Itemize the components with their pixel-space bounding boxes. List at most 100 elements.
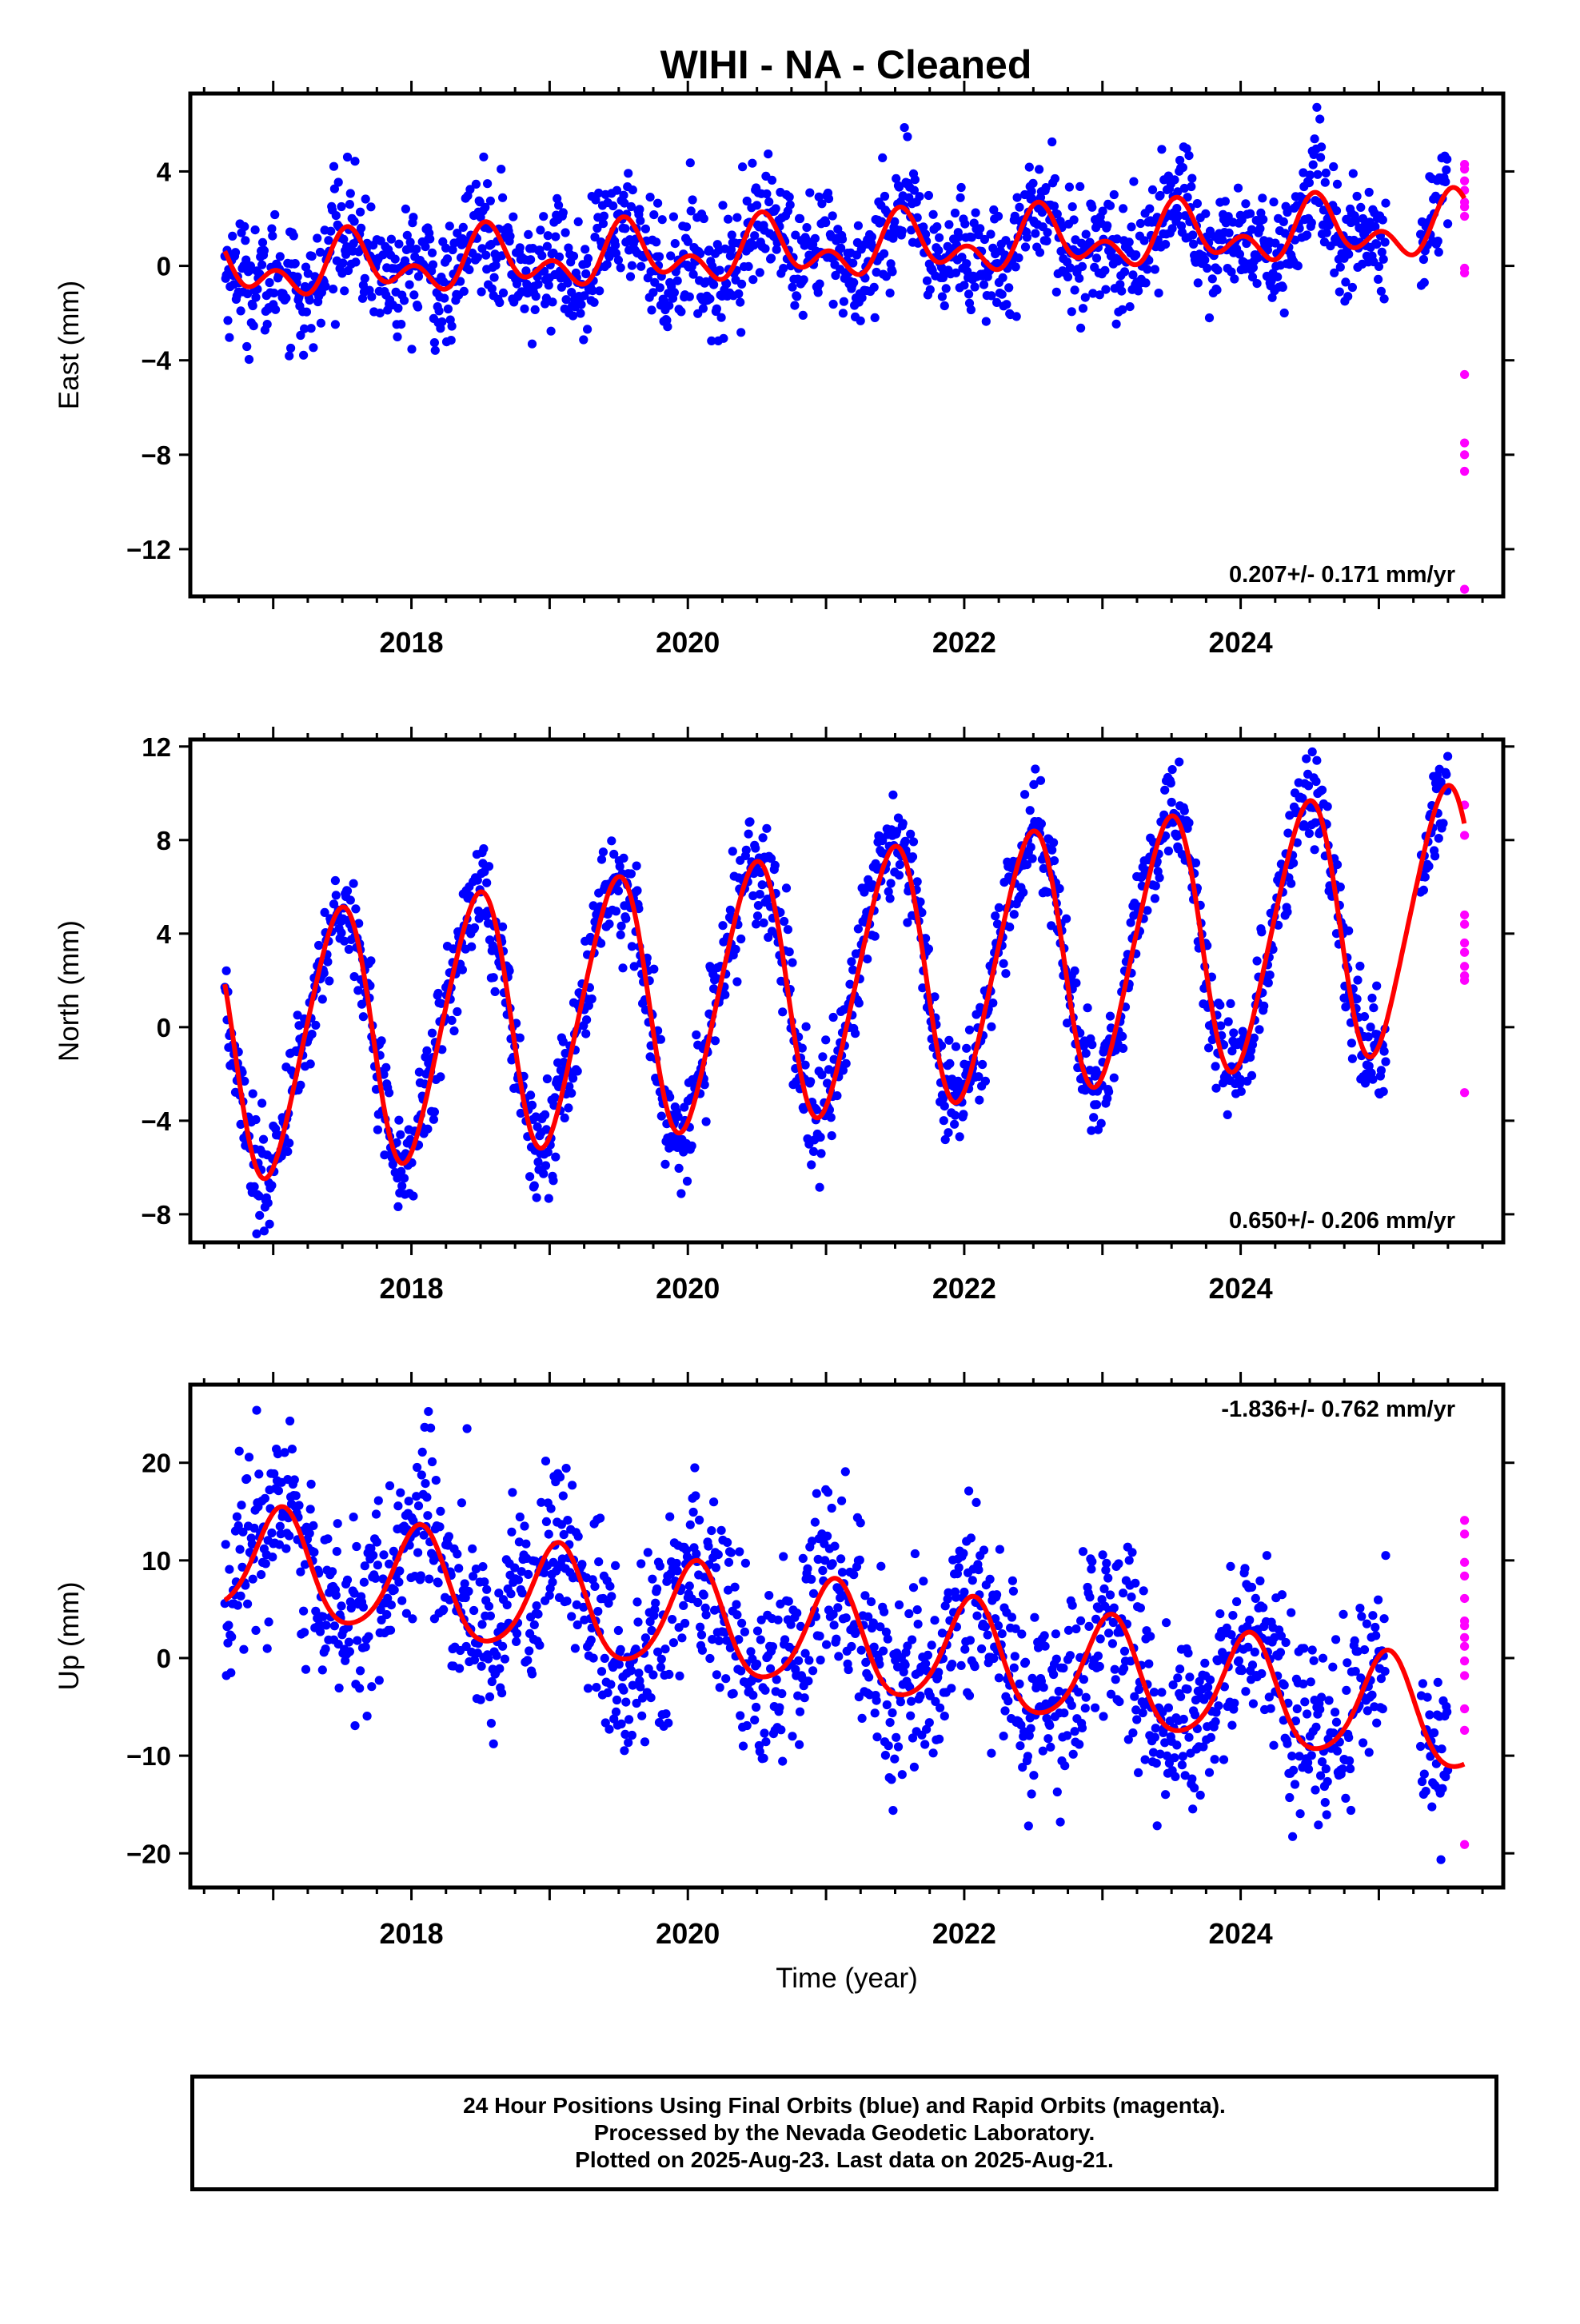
final-orbit-point [1193,199,1202,208]
final-orbit-point [1026,806,1035,815]
final-orbit-point [702,1610,711,1619]
final-orbit-point [863,955,872,963]
final-orbit-point [242,342,251,351]
final-orbit-point [331,320,340,329]
final-orbit-point [1155,289,1163,297]
final-orbit-point [849,278,858,287]
final-orbit-point [1247,1071,1256,1080]
final-orbit-point [498,1642,507,1651]
final-orbit-point [1349,169,1358,178]
rapid-orbit-point [1460,269,1469,277]
final-orbit-point [959,1549,968,1558]
final-orbit-point [779,1552,788,1561]
final-orbit-point [349,879,358,888]
final-orbit-point [632,1597,641,1606]
final-orbit-point [520,1521,529,1530]
y-tick-label: 0 [157,1013,171,1042]
final-orbit-point [692,1030,700,1039]
final-orbit-point [729,1689,738,1698]
final-orbit-point [1178,1760,1187,1769]
final-orbit-point [373,1561,382,1569]
final-orbit-point [1225,229,1234,237]
final-orbit-point [999,959,1008,968]
final-orbit-point [377,1036,386,1045]
final-orbit-point [528,1101,537,1110]
final-orbit-point [800,1693,809,1702]
final-orbit-point [821,218,830,227]
final-orbit-point [682,222,691,231]
final-orbit-point [351,257,360,266]
final-orbit-point [1289,1766,1298,1775]
final-orbit-point [487,1719,496,1728]
plot-area [221,82,1470,594]
final-orbit-point [445,221,454,230]
final-orbit-point [1269,197,1278,206]
final-orbit-point [870,1643,879,1652]
final-orbit-point [868,233,876,241]
final-orbit-point [249,1090,257,1098]
final-orbit-point [1421,873,1430,882]
final-orbit-point [652,237,660,246]
final-orbit-point [391,255,400,264]
final-orbit-point [818,1566,827,1575]
final-orbit-point [984,1631,992,1640]
final-orbit-point [1336,263,1345,272]
final-orbit-point [505,232,514,241]
final-orbit-point [1299,1680,1307,1688]
final-orbit-point [1087,1557,1096,1566]
final-orbit-point [254,1469,263,1478]
final-orbit-point [1430,851,1439,860]
final-orbit-point [1235,1656,1243,1665]
final-orbit-point [1043,1734,1052,1743]
final-orbit-point [373,1126,382,1134]
final-orbit-point [1344,1733,1353,1742]
final-orbit-point [1089,1113,1098,1122]
final-orbit-point [1443,219,1452,228]
final-orbit-point [326,227,335,236]
final-orbit-point [802,223,811,232]
final-orbit-point [711,1036,720,1045]
final-orbit-point [675,1672,684,1680]
final-orbit-point [669,1638,678,1647]
final-orbit-point [285,1138,293,1147]
final-orbit-point [259,1135,268,1144]
final-orbit-point [972,1498,980,1507]
final-orbit-point [1438,819,1447,827]
final-orbit-point [665,1513,674,1521]
final-orbit-point [545,1530,553,1539]
final-orbit-point [816,1632,824,1640]
final-orbit-point [911,1549,920,1558]
final-orbit-point [1289,859,1298,867]
final-orbit-point [532,292,541,301]
final-orbit-point [1237,1087,1246,1096]
final-orbit-point [856,1556,864,1565]
final-orbit-point [716,266,724,275]
final-orbit-point [980,281,988,289]
final-orbit-point [908,852,917,861]
final-orbit-point [514,1576,523,1585]
final-orbit-point [286,344,295,353]
final-orbit-point [221,1540,230,1549]
y-tick-label: −8 [141,440,171,470]
final-orbit-point [1283,907,1291,916]
final-orbit-point [551,233,560,241]
final-orbit-point [1039,1747,1047,1756]
final-orbit-point [352,1542,361,1551]
final-orbit-point [531,305,540,314]
final-orbit-point [1367,1691,1376,1700]
final-orbit-point [899,819,908,827]
final-orbit-point [1333,1747,1342,1756]
final-orbit-point [1368,1611,1377,1620]
final-orbit-point [1226,1562,1235,1571]
final-orbit-point [790,301,799,310]
final-orbit-point [829,1013,838,1022]
final-orbit-point [1027,843,1035,851]
final-orbit-point [387,1600,396,1609]
final-orbit-point [271,305,280,314]
final-orbit-point [547,327,556,336]
rapid-orbit-point [1460,1558,1469,1567]
final-orbit-point [1139,1708,1147,1717]
final-orbit-points [221,82,1453,364]
final-orbit-point [307,324,316,333]
final-orbit-point [947,1684,956,1692]
